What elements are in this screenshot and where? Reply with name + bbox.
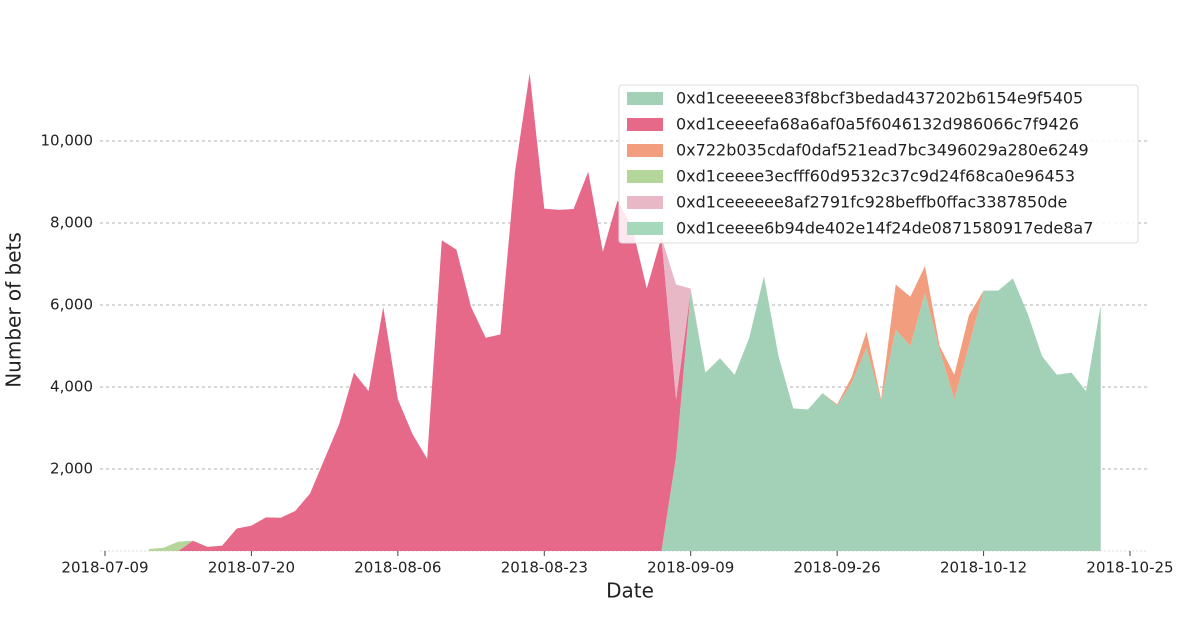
legend-label: 0xd1ceeeeee83f8bcf3bedad437202b6154e9f54… bbox=[676, 89, 1083, 108]
legend-label: 0xd1ceeee6b94de402e14f24de0871580917ede8… bbox=[676, 219, 1093, 238]
y-tick-label: 10,000 bbox=[41, 132, 94, 150]
x-tick-label: 2018-09-09 bbox=[647, 559, 734, 577]
x-tick-label: 2018-08-23 bbox=[501, 559, 588, 577]
legend-swatch bbox=[627, 170, 663, 183]
x-tick-label: 2018-10-12 bbox=[940, 559, 1027, 577]
legend-swatch bbox=[627, 118, 663, 131]
x-tick-label: 2018-10-25 bbox=[1086, 559, 1173, 577]
x-tick-label: 2018-07-20 bbox=[208, 559, 295, 577]
legend-box bbox=[618, 84, 1139, 244]
area bbox=[148, 276, 1101, 551]
legend-label: 0x722b035cdaf0daf521ead7bc3496029a280e62… bbox=[676, 141, 1089, 160]
area bbox=[148, 73, 1101, 551]
legend-label: 0xd1ceeeeee8af2791fc928beffb0ffac3387850… bbox=[676, 193, 1067, 212]
y-tick-label: 8,000 bbox=[50, 214, 93, 232]
legend-swatch bbox=[627, 92, 663, 105]
x-tick-label: 2018-07-09 bbox=[61, 559, 148, 577]
x-tick-label: 2018-08-06 bbox=[354, 559, 441, 577]
x-axis-label: Date bbox=[606, 579, 654, 603]
y-axis-label: Number of bets bbox=[2, 232, 26, 388]
legend-swatch bbox=[627, 144, 663, 157]
legend-label: 0xd1ceeeefa68a6af0a5f6046132d986066c7f94… bbox=[676, 115, 1079, 134]
legend-swatch bbox=[627, 196, 663, 209]
area bbox=[148, 73, 1101, 551]
x-tick-label: 2018-09-26 bbox=[794, 559, 881, 577]
y-tick-label: 6,000 bbox=[50, 296, 93, 314]
legend-swatch bbox=[627, 222, 663, 235]
legend-label: 0xd1ceeee3ecfff60d9532c37c9d24f68ca0e964… bbox=[676, 167, 1075, 186]
y-tick-label: 2,000 bbox=[50, 460, 93, 478]
y-tick-label: 4,000 bbox=[50, 378, 93, 396]
